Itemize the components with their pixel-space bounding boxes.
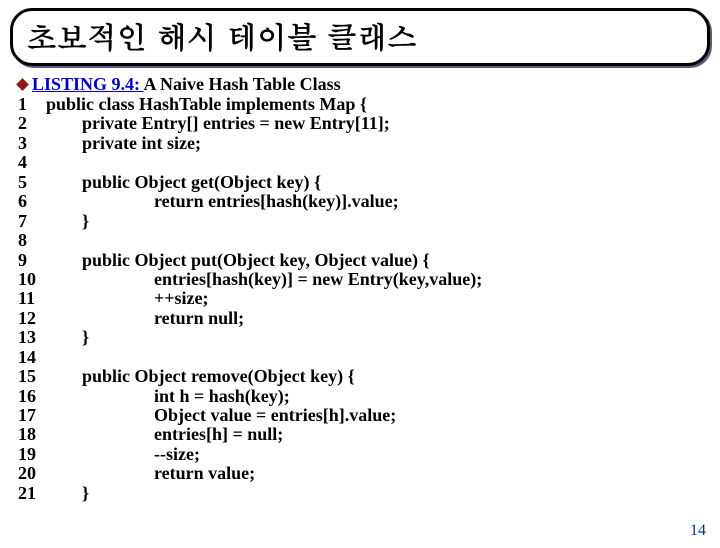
line-number: 3 — [18, 134, 46, 153]
title-box: 초보적인 해시 테이블 클래스 — [10, 8, 710, 66]
code-text: } — [46, 327, 89, 347]
page-number: 14 — [690, 522, 706, 540]
listing-title: A Naive Hash Table Class — [144, 74, 341, 94]
line-number: 4 — [18, 153, 46, 172]
bullet-icon — [16, 79, 29, 92]
line-number: 19 — [18, 445, 46, 464]
code-text: entries[hash(key)] = new Entry(key,value… — [46, 269, 482, 289]
code-text: public Object get(Object key) { — [46, 172, 321, 192]
code-line: 2 private Entry[] entries = new Entry[11… — [18, 114, 702, 133]
listing-link[interactable]: LISTING 9.4: — [32, 74, 144, 94]
line-number: 21 — [18, 484, 46, 503]
line-number: 16 — [18, 387, 46, 406]
line-number: 18 — [18, 425, 46, 444]
code-line: 10 entries[hash(key)] = new Entry(key,va… — [18, 270, 702, 289]
code-line: 14 — [18, 348, 702, 367]
code-line: 8 — [18, 231, 702, 250]
code-line: 17 Object value = entries[h].value; — [18, 406, 702, 425]
code-text: private int size; — [46, 133, 201, 153]
code-line: 13 } — [18, 328, 702, 347]
code-line: 5 public Object get(Object key) { — [18, 173, 702, 192]
code-text: int h = hash(key); — [46, 386, 290, 406]
code-line: 9 public Object put(Object key, Object v… — [18, 251, 702, 270]
code-text: return value; — [46, 463, 255, 483]
line-number: 1 — [18, 95, 46, 114]
line-number: 17 — [18, 406, 46, 425]
line-number: 10 — [18, 270, 46, 289]
line-number: 2 — [18, 114, 46, 133]
code-text: return null; — [46, 308, 244, 328]
line-number: 12 — [18, 309, 46, 328]
code-text: } — [46, 211, 89, 231]
line-number: 13 — [18, 328, 46, 347]
code-text: --size; — [46, 444, 200, 464]
line-number: 9 — [18, 251, 46, 270]
code-line: 7 } — [18, 212, 702, 231]
listing-label: LISTING 9.4: — [32, 74, 144, 94]
code-line: 18 entries[h] = null; — [18, 425, 702, 444]
code-line: 20 return value; — [18, 464, 702, 483]
code-line: 1public class HashTable implements Map { — [18, 95, 702, 114]
code-line: 12 return null; — [18, 309, 702, 328]
code-text: return entries[hash(key)].value; — [46, 191, 399, 211]
code-text: public Object put(Object key, Object val… — [46, 250, 430, 270]
code-block: 1public class HashTable implements Map {… — [18, 95, 702, 503]
listing-header: LISTING 9.4: A Naive Hash Table Class — [18, 74, 702, 95]
code-text: public Object remove(Object key) { — [46, 366, 355, 386]
code-text: ++size; — [46, 288, 209, 308]
code-line: 21 } — [18, 484, 702, 503]
slide-title: 초보적인 해시 테이블 클래스 — [27, 15, 693, 57]
line-number: 20 — [18, 464, 46, 483]
code-line: 4 — [18, 153, 702, 172]
line-number: 8 — [18, 231, 46, 250]
code-text: } — [46, 483, 89, 503]
code-text: Object value = entries[h].value; — [46, 405, 396, 425]
code-line: 6 return entries[hash(key)].value; — [18, 192, 702, 211]
line-number: 6 — [18, 192, 46, 211]
code-line: 19 --size; — [18, 445, 702, 464]
line-number: 11 — [18, 289, 46, 308]
content-area: LISTING 9.4: A Naive Hash Table Class 1p… — [0, 72, 720, 503]
code-line: 15 public Object remove(Object key) { — [18, 367, 702, 386]
code-line: 3 private int size; — [18, 134, 702, 153]
code-line: 16 int h = hash(key); — [18, 387, 702, 406]
line-number: 15 — [18, 367, 46, 386]
code-text: entries[h] = null; — [46, 424, 283, 444]
line-number: 7 — [18, 212, 46, 231]
code-line: 11 ++size; — [18, 289, 702, 308]
code-text: public class HashTable implements Map { — [46, 94, 367, 114]
code-text: private Entry[] entries = new Entry[11]; — [46, 113, 390, 133]
line-number: 14 — [18, 348, 46, 367]
line-number: 5 — [18, 173, 46, 192]
